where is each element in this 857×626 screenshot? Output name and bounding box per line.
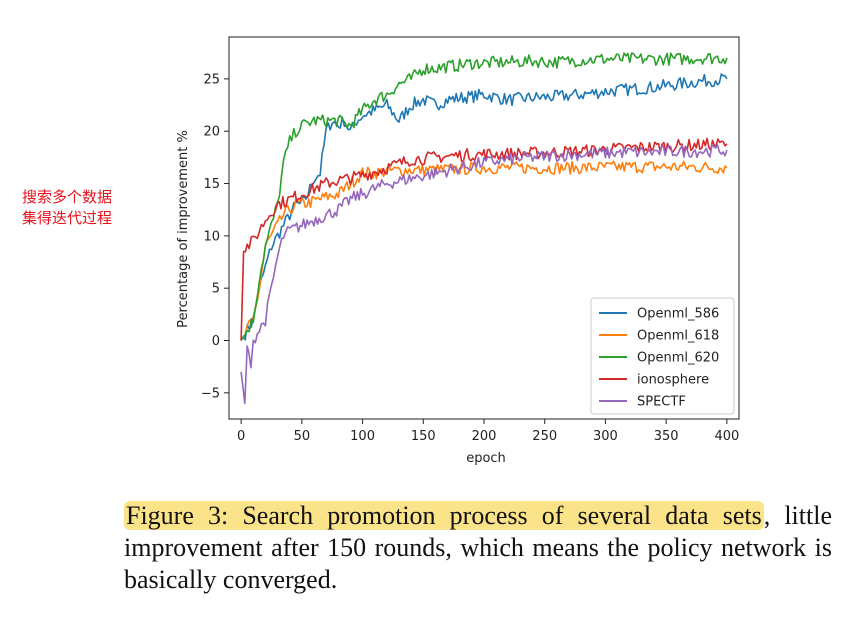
y-tick-label: −5	[201, 386, 220, 401]
x-tick-label: 400	[714, 429, 739, 444]
series-line-spectf	[240, 144, 728, 405]
y-tick-label: 0	[212, 334, 220, 349]
series-line-openml-586	[240, 73, 728, 341]
series-lines	[240, 52, 728, 405]
x-tick-label: 350	[654, 429, 679, 444]
caption-rest: , little improvement after 150 rounds, w…	[124, 501, 832, 594]
x-tick-label: 50	[294, 429, 311, 444]
y-tick-label: 10	[203, 229, 220, 244]
line-chart: 0 50 100 150 200 250 300 350 400 −5 0 5 10 15 20 25 ep…	[176, 36, 740, 466]
legend-entry: SPECTF	[637, 395, 686, 410]
y-tick-label: 5	[212, 282, 220, 297]
x-axis-ticks: 0 50 100 150 200 250 300 350 400	[237, 419, 739, 444]
legend: Openml_586 Openml_618 Openml_620 ionosphere…	[590, 297, 735, 415]
legend-entry: ionosphere	[637, 373, 709, 388]
x-tick-label: 100	[350, 429, 375, 444]
x-tick-label: 200	[472, 429, 497, 444]
x-tick-label: 0	[237, 429, 245, 444]
margin-annotation: 搜索多个数据集得迭代过程	[22, 188, 113, 227]
x-axis-label: epoch	[466, 451, 506, 466]
caption-highlight: Figure 3: Search promotion process of se…	[124, 501, 764, 530]
x-tick-label: 250	[532, 429, 557, 444]
x-tick-label: 150	[411, 429, 436, 444]
legend-box	[590, 297, 735, 415]
series-line-openml-618	[240, 160, 728, 341]
legend-entry: Openml_620	[637, 351, 719, 366]
y-tick-label: 15	[203, 177, 220, 192]
figure-caption: Figure 3: Search promotion process of se…	[124, 500, 832, 596]
series-line-openml-620	[240, 52, 728, 341]
y-tick-label: 25	[203, 72, 220, 87]
y-tick-label: 20	[203, 125, 220, 140]
y-axis-label: Percentage of improvement %	[176, 130, 191, 328]
x-tick-label: 300	[593, 429, 618, 444]
legend-entry: Openml_618	[637, 329, 719, 344]
legend-entry: Openml_586	[637, 307, 719, 322]
y-axis-ticks: −5 0 5 10 15 20 25	[201, 72, 229, 401]
